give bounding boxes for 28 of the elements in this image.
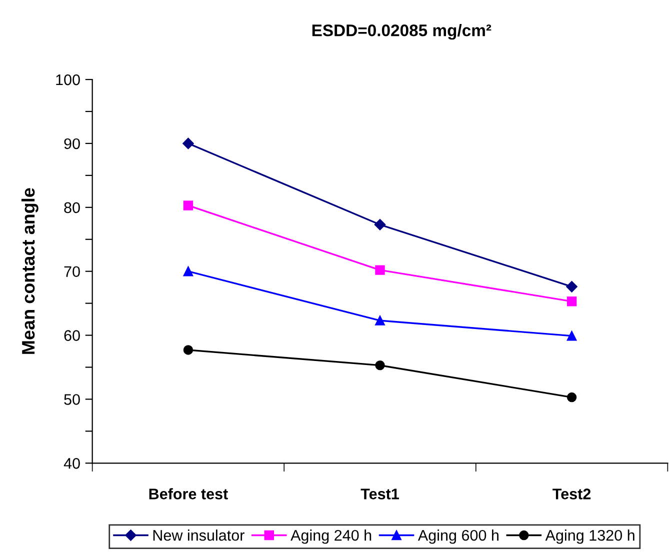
y-tick-label: 50 — [64, 394, 80, 405]
chart-title: ESDD=0.02085 mg/cm² — [312, 24, 492, 40]
point — [566, 281, 578, 292]
x-tick-label: Before test — [149, 488, 228, 500]
point — [566, 392, 577, 402]
point — [182, 138, 194, 150]
y-tick-label: 90 — [64, 138, 80, 150]
point — [375, 316, 385, 326]
legend-label: Aging 1320 h — [545, 530, 634, 544]
y-tick-label: 40 — [64, 458, 80, 469]
point — [183, 266, 194, 276]
x-tick-label: Test1 — [360, 488, 399, 500]
point — [374, 219, 386, 230]
legend-label: New insulator — [153, 530, 244, 541]
y-tick-label: 80 — [64, 202, 80, 214]
legend-label: Aging 240 h — [290, 530, 372, 544]
y-tick-label: 100 — [56, 74, 80, 86]
legend-label: Aging 600 h — [418, 530, 498, 544]
point — [566, 331, 577, 341]
point — [183, 345, 194, 355]
x-tick-label: Test2 — [552, 488, 591, 500]
point — [375, 360, 385, 370]
y-tick-label: 60 — [64, 330, 80, 341]
y-axis-title: Mean contact angle — [21, 188, 38, 354]
point — [566, 296, 577, 306]
y-tick-label: 70 — [64, 266, 80, 278]
point — [183, 200, 194, 210]
point — [375, 265, 385, 275]
